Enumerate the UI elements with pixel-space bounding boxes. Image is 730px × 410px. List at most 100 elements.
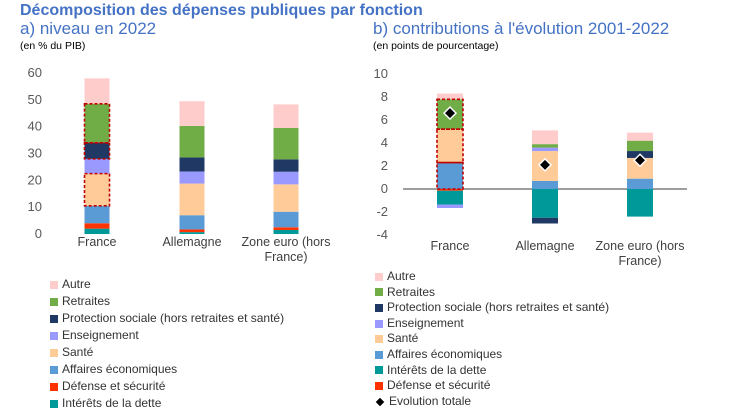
legend-label: Défense et sécurité <box>387 378 491 393</box>
highlight-box <box>436 98 464 131</box>
legend-item: Enseignement <box>50 327 284 344</box>
legend-label: Retraites <box>62 294 111 308</box>
bar-segment-int-r-ts-de-la-dette <box>627 189 653 217</box>
legend-swatch <box>50 297 58 306</box>
bar-segment-enseignement <box>437 204 463 208</box>
chart-b-unit: (en points de pourcentage) <box>373 40 499 52</box>
legend-swatch <box>375 319 383 328</box>
chart-a-title: a) niveau en 2022 <box>20 19 157 38</box>
legend-item: Intérêts de la dette <box>375 363 609 379</box>
legend-label: Protection sociale (hors retraites et sa… <box>62 311 285 325</box>
legend-item: Enseignement <box>375 316 609 332</box>
bar-segment-autre <box>627 132 653 141</box>
legend-label: Intérêts de la dette <box>387 362 487 377</box>
y-tick-label: 4 <box>381 135 388 150</box>
highlight-box <box>83 172 111 207</box>
highlight-box <box>436 161 464 190</box>
bar-segment-autre <box>532 130 558 145</box>
category-label: Zone euro (hors France) <box>242 235 331 264</box>
bar-segment-affaires-conomiques <box>532 180 558 189</box>
bar-segment-retraites <box>179 125 205 158</box>
total-marker <box>632 153 648 168</box>
category-label: Allemagne <box>515 239 574 253</box>
total-marker <box>537 157 553 172</box>
highlight-box <box>83 141 111 160</box>
y-tick-label: 6 <box>381 112 388 127</box>
y-tick-label: 50 <box>28 92 42 107</box>
legend-label: Protection sociale (hors retraites et sa… <box>387 300 610 315</box>
bar-segment-d-fense-et-s-curit- <box>273 227 299 230</box>
y-tick-label: 40 <box>28 119 42 134</box>
legend-item: Autre <box>50 276 284 293</box>
y-tick-label: -4 <box>376 227 388 242</box>
bar-segment-d-fense-et-s-curit- <box>84 223 110 229</box>
legend-label: Retraites <box>387 284 436 299</box>
category-label: Allemagne <box>162 235 221 249</box>
bar-segment-protection-sociale-hors-retraites-et-sant- <box>84 142 110 159</box>
bar-segment-int-r-ts-de-la-dette <box>273 229 299 234</box>
category-label: Zone euro (hors France) <box>596 239 685 268</box>
legend-swatch <box>50 399 58 408</box>
bar-segment-retraites <box>532 144 558 148</box>
category-label: France <box>431 239 470 253</box>
legend-label: Enseignement <box>62 328 139 342</box>
legend-item: Autre <box>375 269 609 285</box>
legend-swatch <box>50 280 58 289</box>
y-tick-label: 8 <box>381 89 388 104</box>
legend-label: Intérêts de la dette <box>62 396 162 410</box>
legend-swatch <box>375 397 385 406</box>
bar-segment-affaires-conomiques <box>273 211 299 228</box>
bar-segment-d-fense-et-s-curit- <box>179 229 205 233</box>
legend-item: Santé <box>375 331 609 347</box>
bar-segment-retraites <box>627 140 653 152</box>
bar-segment-d-fense-et-s-curit- <box>437 189 463 191</box>
figure-title: Décomposition des dépenses publiques par… <box>20 2 423 19</box>
legend-swatch <box>50 331 58 340</box>
y-tick-label: 2 <box>381 158 388 173</box>
legend-item: Affaires économiques <box>375 347 609 363</box>
bar-segment-affaires-conomiques <box>437 162 463 189</box>
bar-segment-int-r-ts-de-la-dette <box>437 190 463 205</box>
legend-label: Evolution totale <box>389 393 472 408</box>
total-marker <box>442 106 458 121</box>
legend-item: Protection sociale (hors retraites et sa… <box>375 300 609 316</box>
bar-segment-enseignement <box>179 171 205 184</box>
bar-segment-int-r-ts-de-la-dette <box>532 189 558 218</box>
y-tick-label: 60 <box>28 65 42 80</box>
chart-a-unit: (en % du PIB) <box>20 40 86 52</box>
legend-label: Autre <box>62 277 91 291</box>
bar-segment-protection-sociale-hors-retraites-et-sant- <box>273 159 299 172</box>
chart-b-title: b) contributions à l'évolution 2001-2022 <box>373 19 670 38</box>
bar-segment-affaires-conomiques <box>627 178 653 189</box>
bar-segment-affaires-conomiques <box>179 215 205 230</box>
legend-label: Autre <box>387 269 416 283</box>
legend-swatch <box>375 381 383 390</box>
bar-segment-retraites <box>84 103 110 143</box>
legend-swatch <box>375 335 383 344</box>
legend-swatch <box>375 303 383 312</box>
category-label: France <box>78 235 117 249</box>
bar-segment-enseignement <box>273 171 299 185</box>
y-tick-label: 0 <box>35 226 42 241</box>
legend-item: Intérêts de la dette <box>50 395 284 410</box>
legend-b: Autre Retraites Protection sociale (hors r… <box>375 269 609 409</box>
legend-label: Santé <box>387 331 419 346</box>
legend-item: Retraites <box>375 285 609 301</box>
bar-segment-autre <box>273 104 299 129</box>
bar-segment-sant- <box>84 173 110 206</box>
legend-label: Enseignement <box>387 315 464 330</box>
bar-segment-int-r-ts-de-la-dette <box>84 228 110 234</box>
y-tick-label: 10 <box>28 199 42 214</box>
bar-segment-protection-sociale-hors-retraites-et-sant- <box>532 217 558 224</box>
bar-segment-autre <box>179 101 205 126</box>
bar-segment-enseignement <box>84 158 110 174</box>
legend-item: Défense et sécurité <box>50 378 284 395</box>
bar-segment-enseignement <box>532 147 558 152</box>
bar-segment-affaires-conomiques <box>84 205 110 224</box>
legend-swatch <box>50 382 58 391</box>
legend-swatch <box>50 314 58 323</box>
legend-swatch <box>375 288 383 297</box>
legend-swatch <box>50 348 58 357</box>
legend-item: Protection sociale (hors retraites et sa… <box>50 310 284 327</box>
